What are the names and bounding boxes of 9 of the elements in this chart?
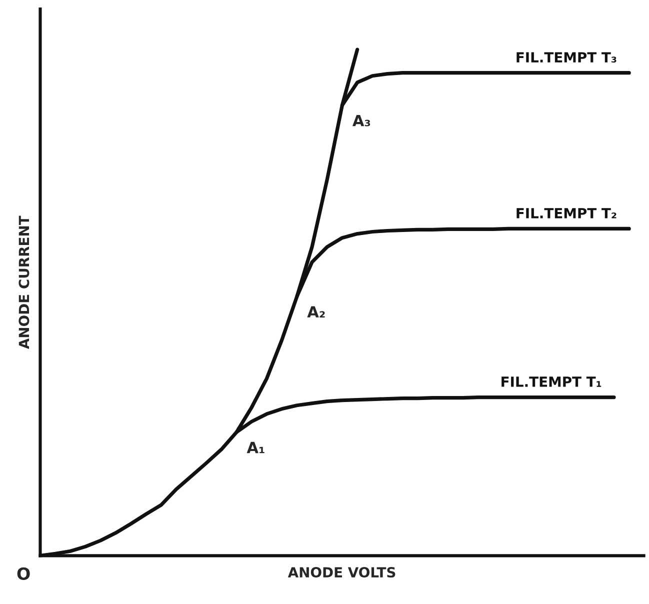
annotation: A₁	[246, 442, 264, 454]
text: O	[17, 567, 30, 580]
series-label: FIL.TEMPT T₁	[502, 376, 602, 387]
series-label: FIL.TEMPT T₂	[516, 208, 616, 218]
annotation: A₂	[307, 306, 325, 318]
series-label: FIL.TEMPT T₃	[516, 52, 616, 63]
y-axis-title: ANODE CURRENT	[18, 216, 30, 350]
annotation: A₃	[352, 114, 370, 126]
x-axis-title: ANODE VOLTS	[288, 567, 396, 578]
